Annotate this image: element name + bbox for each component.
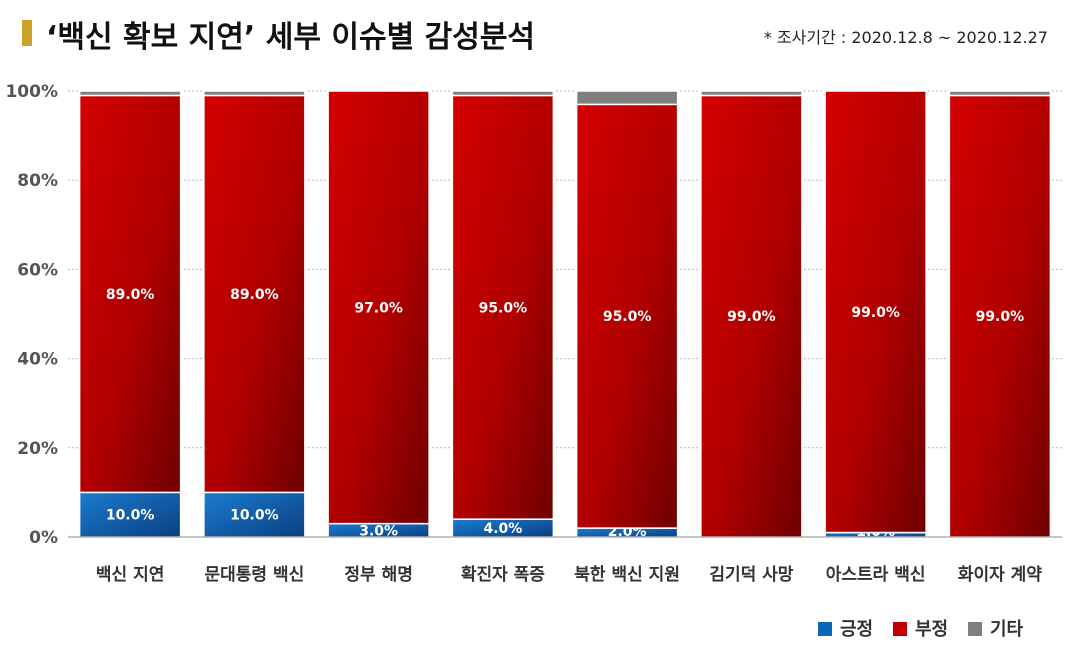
bar-segment-other: [575, 90, 679, 106]
data-label-negative: 95.0%: [479, 300, 528, 316]
data-label-positive: 10.0%: [106, 508, 155, 524]
category-label: 북한 백신 지원: [574, 565, 680, 585]
bar-segment-negative: [451, 94, 555, 520]
category-label: 문대통령 백신: [204, 564, 304, 585]
data-label-positive: 10.0%: [230, 508, 279, 524]
chart-title: ‘백신 확보 지연’ 세부 이슈별 감성분석: [46, 20, 536, 55]
legend-swatch-other: [968, 622, 982, 636]
data-label-negative: 99.0%: [727, 309, 776, 325]
y-tick-label: 20%: [17, 439, 58, 459]
y-tick-label: 80%: [17, 171, 58, 191]
bar-segment-other: [948, 90, 1052, 97]
data-label-negative: 95.0%: [603, 309, 652, 325]
category-label: 김기덕 사망: [709, 565, 793, 585]
bar-segment-other: [451, 90, 555, 97]
y-tick-label: 0%: [29, 528, 58, 548]
bar-segment-negative: [700, 94, 803, 538]
legend-label-other: 기타: [990, 619, 1024, 640]
title-accent-bar: [22, 20, 32, 46]
bar-segment-negative: [948, 94, 1052, 538]
legend: 긍정 부정 기타: [818, 619, 1024, 640]
legend-label-positive: 긍정: [840, 619, 873, 640]
data-label-negative: 89.0%: [230, 287, 279, 303]
legend-label-negative: 부정: [915, 619, 948, 640]
bar-segment-negative: [575, 103, 679, 529]
category-label: 확진자 폭증: [461, 565, 545, 585]
bar-segment-negative: [203, 94, 306, 494]
y-tick-label: 100%: [5, 82, 58, 102]
category-label: 아스트라 백신: [826, 565, 926, 585]
legend-swatch-positive: [818, 622, 832, 636]
bar-segment-other: [203, 90, 306, 97]
x-axis-categories: 백신 지연 문대통령 백신 정부 해명 확진자 폭증 북한 백신 지원 김기덕 사망 아스트…: [96, 564, 1042, 585]
data-label-negative: 97.0%: [354, 300, 403, 316]
bar-segment-negative: [78, 94, 182, 494]
bar-segment-negative: [824, 90, 927, 534]
survey-period: * 조사기간 : 2020.12.8 ~ 2020.12.27: [763, 28, 1048, 47]
bar-segment-negative: [327, 90, 430, 525]
data-label-negative: 99.0%: [851, 305, 900, 321]
data-label-positive: 4.0%: [483, 521, 522, 537]
bar-segment-other: [78, 90, 182, 97]
legend-swatch-negative: [893, 622, 907, 636]
y-axis-ticks: 0% 20% 40% 60% 80% 100%: [5, 82, 58, 548]
category-label: 화이자 계약: [958, 564, 1042, 585]
bars: 10.0%89.0%10.0%89.0%3.0%97.0%4.0%95.0%2.…: [78, 90, 1052, 540]
data-label-positive: 3.0%: [359, 523, 398, 539]
category-label: 정부 해명: [344, 565, 412, 585]
y-tick-label: 40%: [17, 350, 58, 370]
category-label: 백신 지연: [96, 565, 164, 585]
bar-segment-other: [700, 90, 803, 97]
data-label-negative: 89.0%: [106, 287, 155, 303]
y-tick-label: 60%: [17, 260, 58, 280]
data-label-negative: 99.0%: [976, 309, 1025, 325]
